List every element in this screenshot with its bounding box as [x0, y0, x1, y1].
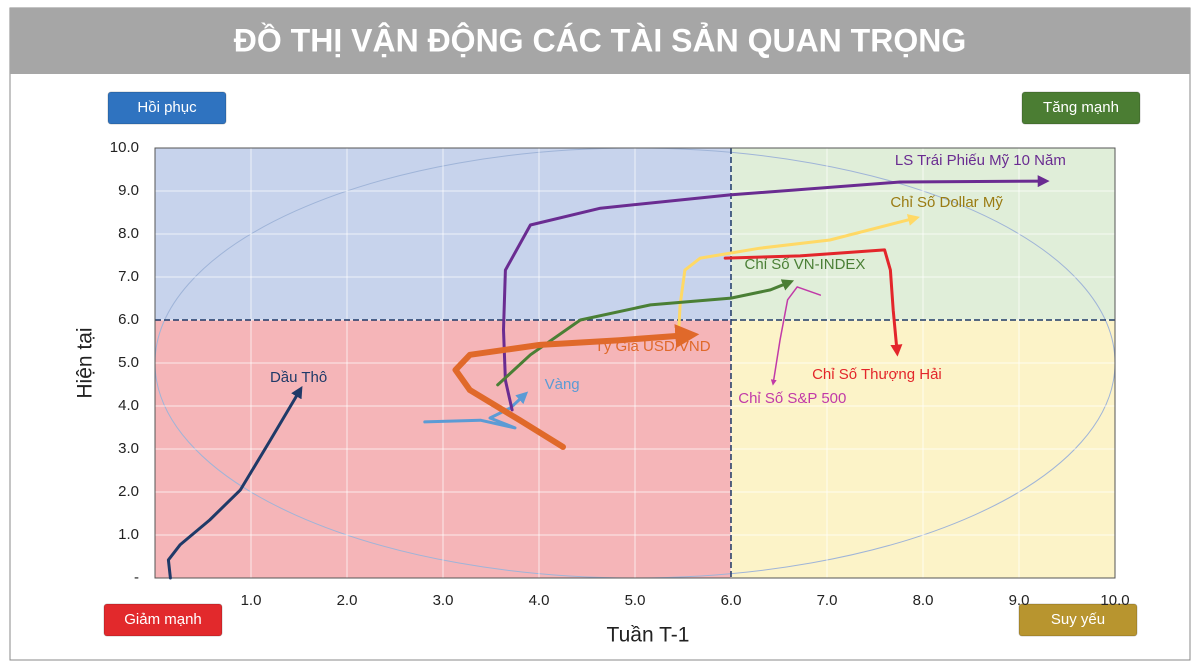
y-tick-label: 1.0 — [118, 526, 139, 543]
series-label: Vàng — [545, 376, 580, 393]
quadrant-badge — [107, 91, 227, 125]
series-label: Dầu Thô — [270, 369, 327, 386]
title-bar — [10, 8, 1190, 74]
quadrant-label: Tăng mạnh — [1043, 99, 1119, 116]
y-tick-label: 10.0 — [110, 139, 139, 156]
x-tick-label: 6.0 — [721, 592, 742, 609]
x-tick-label: 5.0 — [625, 592, 646, 609]
series-label: Chỉ Số S&P 500 — [738, 390, 846, 407]
x-tick-label: 9.0 — [1009, 592, 1030, 609]
trajectory — [502, 175, 1050, 412]
x-tick-label: 3.0 — [433, 592, 454, 609]
x-tick-label: 8.0 — [913, 592, 934, 609]
x-axis-label: Tuần T-1 — [607, 624, 690, 647]
y-tick-label: 7.0 — [118, 268, 139, 285]
x-tick-label: 1.0 — [241, 592, 262, 609]
quadrant-label: Giảm mạnh — [124, 611, 202, 628]
quadrant-label: Suy yếu — [1051, 611, 1105, 628]
y-tick-label: - — [134, 569, 139, 586]
x-tick-label: 4.0 — [529, 592, 550, 609]
plot-border — [154, 147, 1116, 579]
y-tick-label: 6.0 — [118, 311, 139, 328]
x-tick-label: 7.0 — [817, 592, 838, 609]
series-label: Tỷ Giá USD/VND — [595, 338, 711, 355]
quadrant-label: Hồi phục — [137, 99, 197, 116]
trajectory — [166, 385, 303, 580]
x-tick-label: 2.0 — [337, 592, 358, 609]
chart-title: ĐỒ THỊ VẬN ĐỘNG CÁC TÀI SẢN QUAN TRỌNG — [234, 22, 966, 58]
series-label: Chỉ Số VN-INDEX — [745, 256, 866, 273]
trajectory — [496, 279, 795, 387]
y-tick-label: 3.0 — [118, 440, 139, 457]
trajectory — [676, 214, 920, 342]
y-axis-label: Hiện tại — [74, 327, 97, 398]
y-tick-label: 9.0 — [118, 182, 139, 199]
x-tick-label: 10.0 — [1100, 592, 1129, 609]
quadrant-badge — [1021, 91, 1141, 125]
y-tick-label: 5.0 — [118, 354, 139, 371]
y-tick-label: 4.0 — [118, 397, 139, 414]
y-tick-label: 8.0 — [118, 225, 139, 242]
series-label: Chỉ Số Dollar Mỹ — [890, 194, 1003, 211]
series-label: LS Trái Phiếu Mỹ 10 Năm — [895, 152, 1066, 169]
quadrant-badge — [103, 603, 223, 637]
trajectory — [452, 324, 700, 450]
trajectory — [770, 286, 822, 386]
y-tick-label: 2.0 — [118, 483, 139, 500]
quadrant-badge — [1018, 603, 1138, 637]
trajectory — [723, 248, 903, 357]
series-label: Chỉ Số Thượng Hải — [812, 366, 942, 383]
